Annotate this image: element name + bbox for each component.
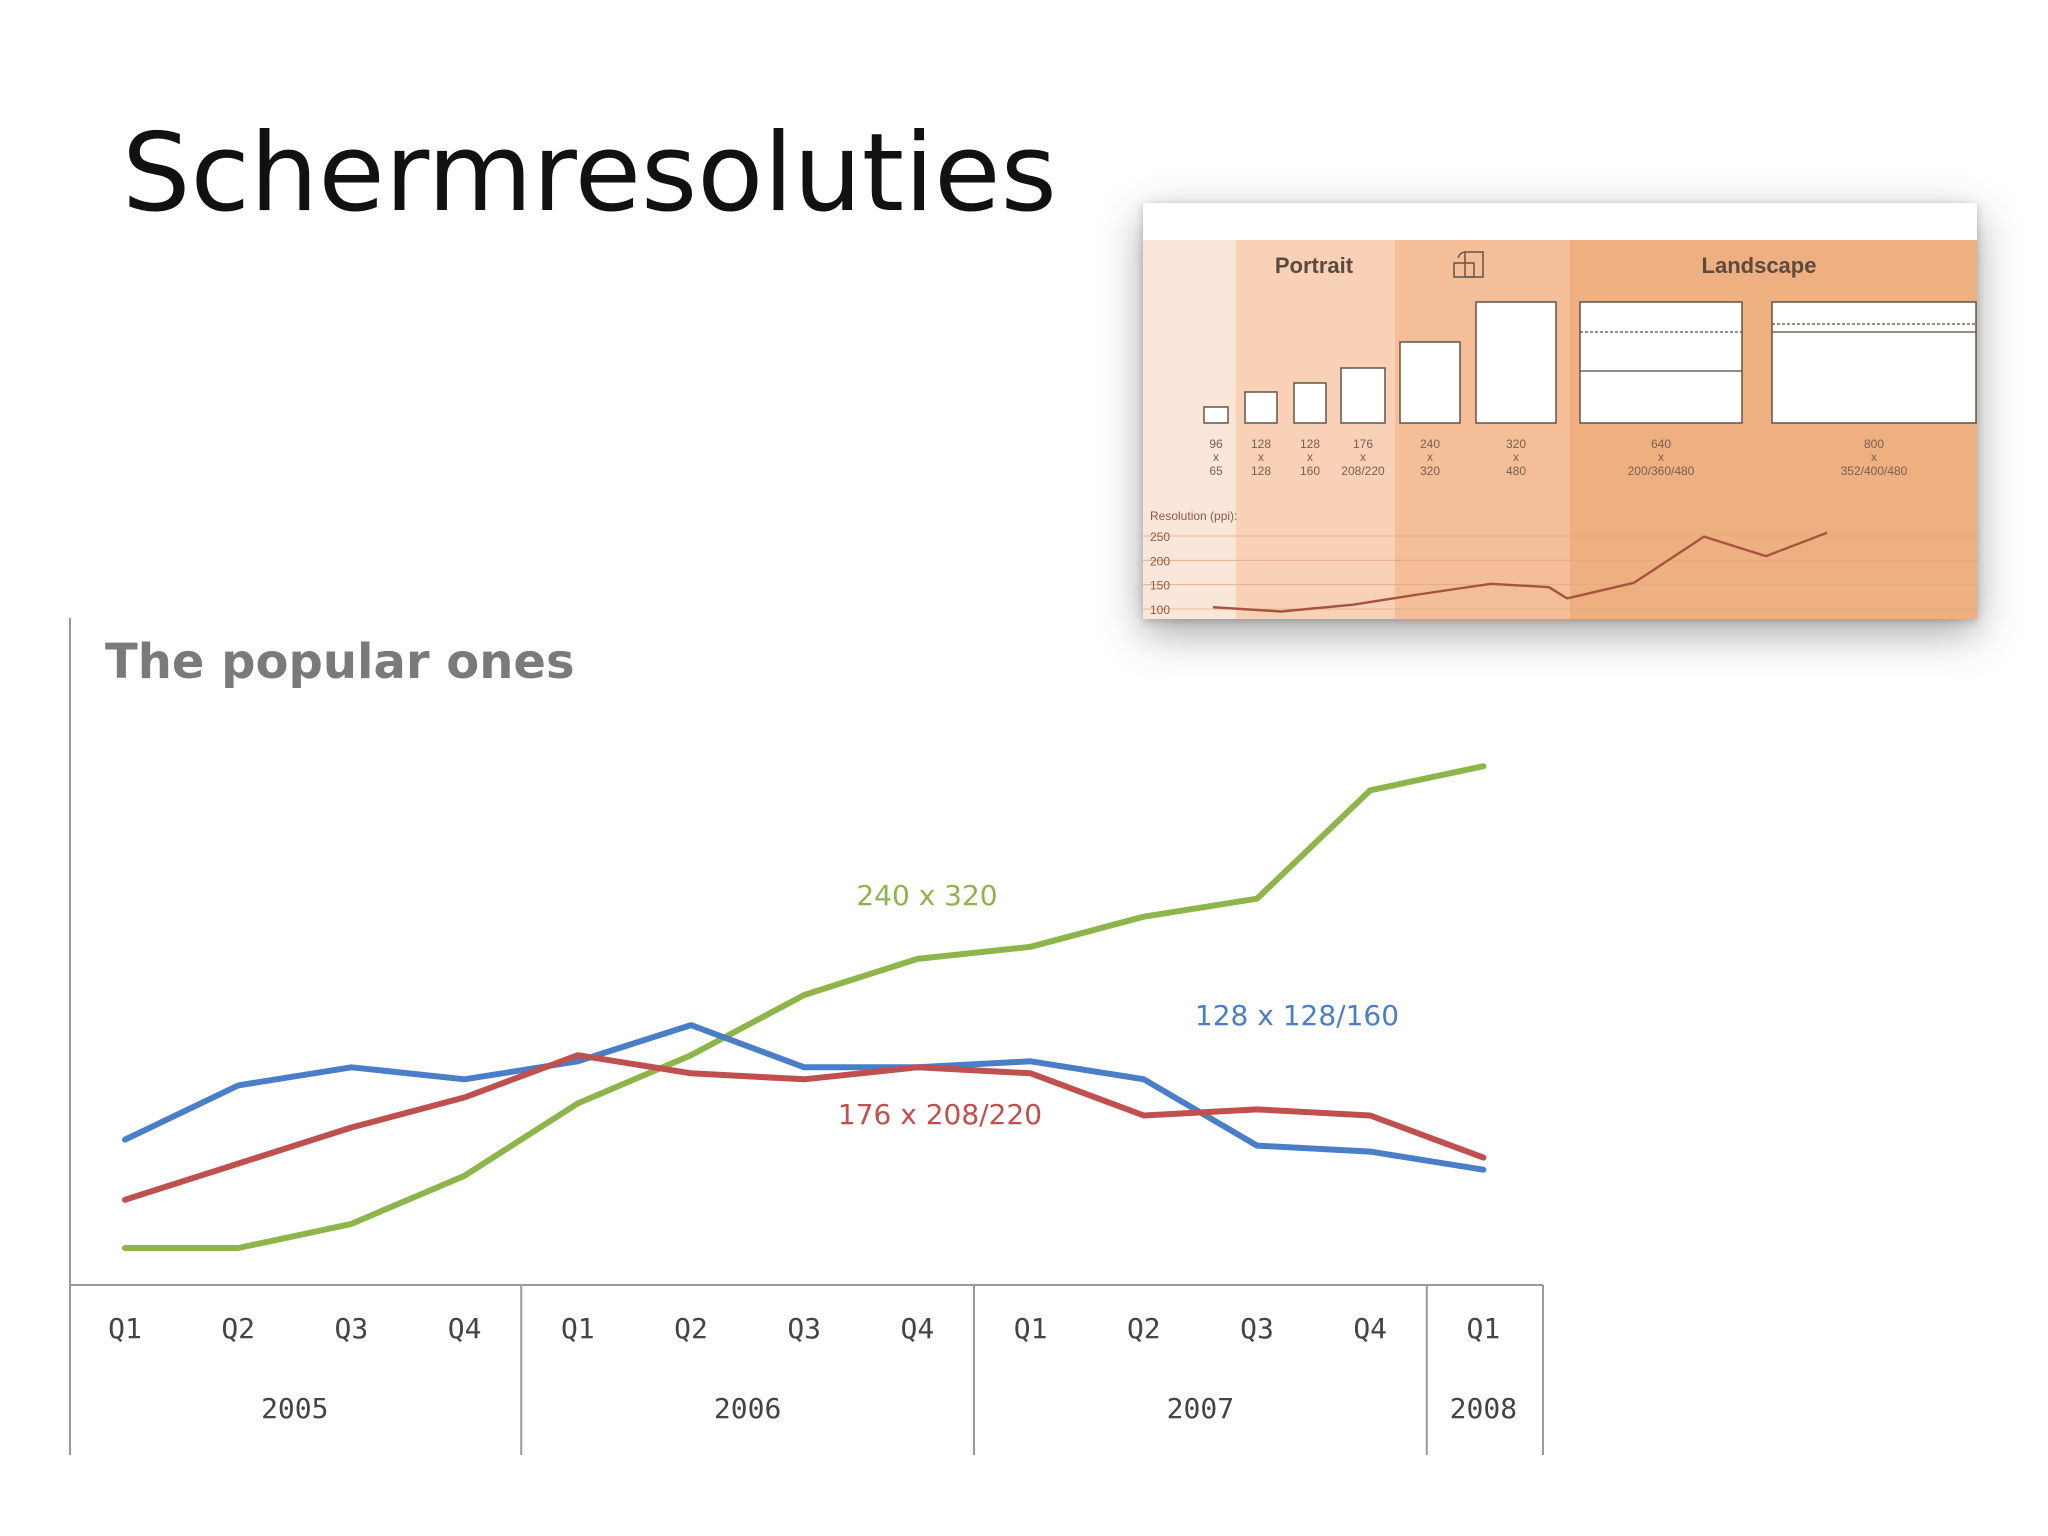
resolution-label: x [1307, 450, 1313, 464]
resolution-label: x [1360, 450, 1366, 464]
resolution-labels: 96x65128x128128x160176x208/220240x320320… [1209, 437, 1907, 478]
resolution-label: 208/220 [1341, 464, 1385, 478]
inset-column-2 [1236, 240, 1395, 619]
screen-size-box [1340, 367, 1386, 424]
screen-size-box [1203, 406, 1229, 424]
inset-top-band [1143, 203, 1977, 240]
quarter-label: Q1 [561, 1312, 595, 1345]
rotate-device-icon [1453, 251, 1484, 278]
main-chart-svg: The popular ones Q1 Q2 Q3 Q4 Q1 Q2 Q3 Q4 Q1 Q2 Q3 Q… [69, 618, 1544, 1455]
ppi-axis-title: Resolution (ppi): [1150, 509, 1237, 523]
quarter-label: Q2 [674, 1312, 708, 1345]
resolution-label: 320 [1506, 437, 1526, 451]
series-line [122, 1052, 1487, 1203]
screen-size-boxes [1203, 301, 1977, 424]
year-label: 2006 [714, 1392, 781, 1425]
resolution-label: 480 [1506, 464, 1526, 478]
x-axis-labels: Q1 Q2 Q3 Q4 Q1 Q2 Q3 Q4 Q1 Q2 Q3 Q4 Q1 2005 2006 2007 20… [108, 1312, 1517, 1425]
resolution-label: x [1513, 450, 1519, 464]
popular-resolutions-chart: The popular ones Q1 Q2 Q3 Q4 Q1 Q2 Q3 Q4 Q1 Q2 Q3 Q… [0, 600, 1600, 1500]
resolution-label: x [1427, 450, 1433, 464]
ppi-tick-label: 250 [1150, 530, 1170, 544]
resolution-label: 128 [1251, 437, 1271, 451]
portrait-header: Portrait [1275, 253, 1354, 278]
inset-column-4 [1570, 240, 1977, 619]
inset-column-1 [1143, 240, 1236, 619]
chart-axes [69, 618, 1544, 1455]
quarter-label: Q2 [221, 1312, 255, 1345]
inset-chart-svg: Portrait Landscape 96x65128x128128x16017… [1143, 203, 1977, 619]
series-label: 240 x 320 [856, 879, 997, 912]
resolution-label: x [1213, 450, 1219, 464]
series-label: 128 x 128/160 [1195, 999, 1399, 1032]
quarter-label: Q1 [1467, 1312, 1501, 1345]
resolution-inset-chart: Portrait Landscape 96 x 65 128 x 128 128 x 160 17… [1143, 203, 1977, 619]
resolution-label: 320 [1420, 464, 1440, 478]
chart-title: The popular ones [105, 634, 575, 690]
screen-size-box [1244, 391, 1278, 424]
ppi-chart: Resolution (ppi): 250 200 150 100 [1143, 509, 1977, 617]
landscape-header: Landscape [1702, 253, 1817, 278]
chart-series [122, 763, 1487, 1251]
inset-column-3 [1395, 240, 1570, 619]
quarter-label: Q4 [448, 1312, 482, 1345]
resolution-label: x [1658, 450, 1664, 464]
resolution-label: 200/360/480 [1628, 464, 1695, 478]
quarter-label: Q1 [1014, 1312, 1048, 1345]
series-line [122, 763, 1487, 1251]
quarter-label: Q3 [335, 1312, 369, 1345]
screen-size-box [1399, 341, 1461, 424]
series-labels: 240 x 320 128 x 128/160 176 x 208/220 [838, 879, 1399, 1131]
resolution-label: 640 [1651, 437, 1671, 451]
resolution-label: x [1258, 450, 1264, 464]
resolution-label: 128 [1300, 437, 1320, 451]
quarter-label: Q4 [901, 1312, 935, 1345]
year-label: 2008 [1450, 1392, 1517, 1425]
ppi-tick-label: 100 [1150, 603, 1170, 617]
screen-size-box [1579, 301, 1743, 424]
series-label: 176 x 208/220 [838, 1098, 1042, 1131]
quarter-label: Q1 [108, 1312, 142, 1345]
quarter-label: Q2 [1127, 1312, 1161, 1345]
ppi-tick-label: 200 [1150, 554, 1170, 568]
resolution-label: 128 [1251, 464, 1271, 478]
resolution-label: 65 [1209, 464, 1223, 478]
resolution-label: 176 [1353, 437, 1373, 451]
ppi-line [1212, 531, 1828, 613]
slide-title: Schermresoluties [122, 111, 1057, 236]
screen-size-box [1771, 301, 1977, 424]
quarter-label: Q3 [787, 1312, 821, 1345]
screen-size-box [1293, 382, 1327, 424]
screen-size-box [1475, 301, 1557, 424]
quarter-label: Q3 [1240, 1312, 1274, 1345]
series-line [122, 1022, 1487, 1173]
resolution-label: 160 [1300, 464, 1320, 478]
resolution-label: 96 [1209, 437, 1223, 451]
quarter-label: Q4 [1353, 1312, 1387, 1345]
year-label: 2005 [261, 1392, 328, 1425]
resolution-label: 800 [1864, 437, 1884, 451]
resolution-label: 240 [1420, 437, 1440, 451]
resolution-label: x [1871, 450, 1877, 464]
resolution-label: 352/400/480 [1841, 464, 1908, 478]
ppi-tick-label: 150 [1150, 579, 1170, 593]
year-label: 2007 [1167, 1392, 1234, 1425]
